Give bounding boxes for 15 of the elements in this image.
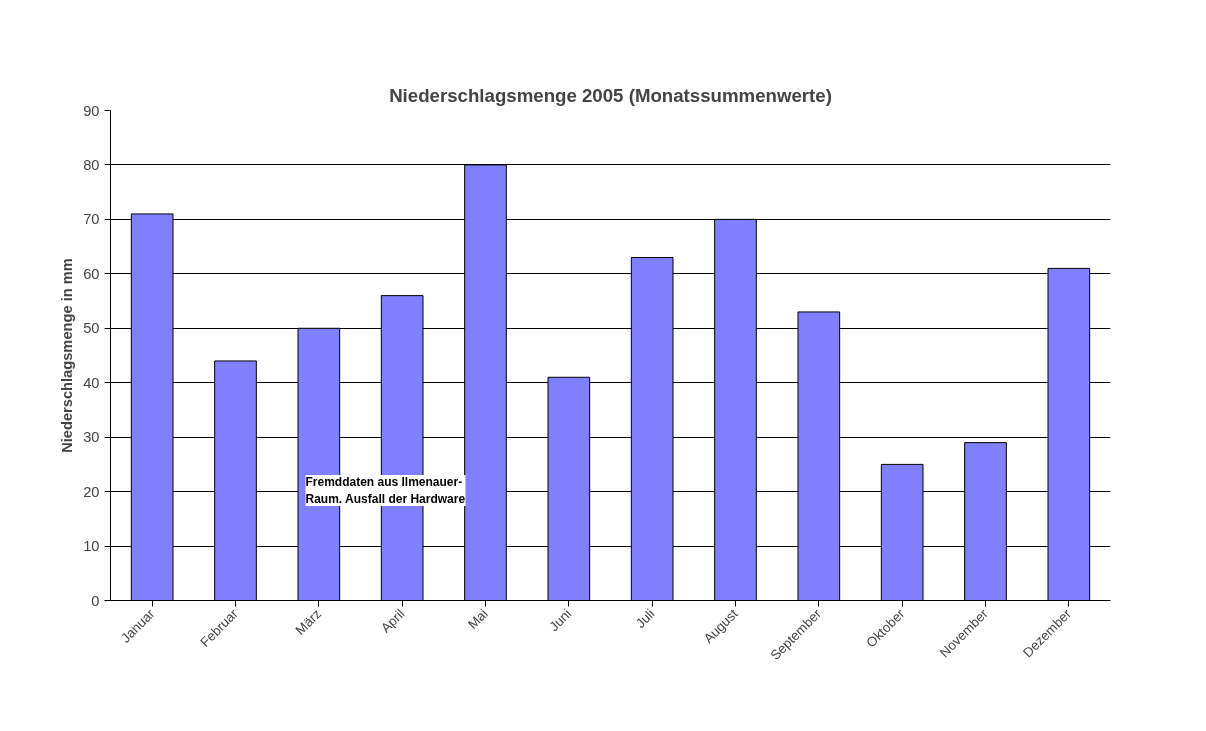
y-tick-label: 30	[83, 429, 100, 446]
y-tick-label: 0	[91, 592, 100, 609]
chart-title: Niederschlagsmenge 2005 (Monatssummenwerte)	[389, 84, 832, 106]
annotation: Fremddaten aus Ilmenauer- Raum. Ausfall der Hardware	[305, 475, 466, 506]
y-tick-label: 80	[83, 156, 100, 173]
y-tick-label: 60	[83, 265, 100, 282]
x-tick-label: Juli	[632, 606, 658, 631]
y-tick-label: 90	[83, 102, 100, 119]
y-tick-label: 40	[83, 374, 100, 391]
y-tick-label: 20	[83, 483, 100, 500]
y-tick-label: 10	[83, 538, 100, 555]
y-tick-label: 70	[83, 211, 100, 228]
y-axis-title: Niederschlagsmenge in mm	[59, 258, 76, 453]
x-tick-label: Mai	[465, 606, 491, 632]
y-tick-label: 50	[83, 320, 100, 337]
